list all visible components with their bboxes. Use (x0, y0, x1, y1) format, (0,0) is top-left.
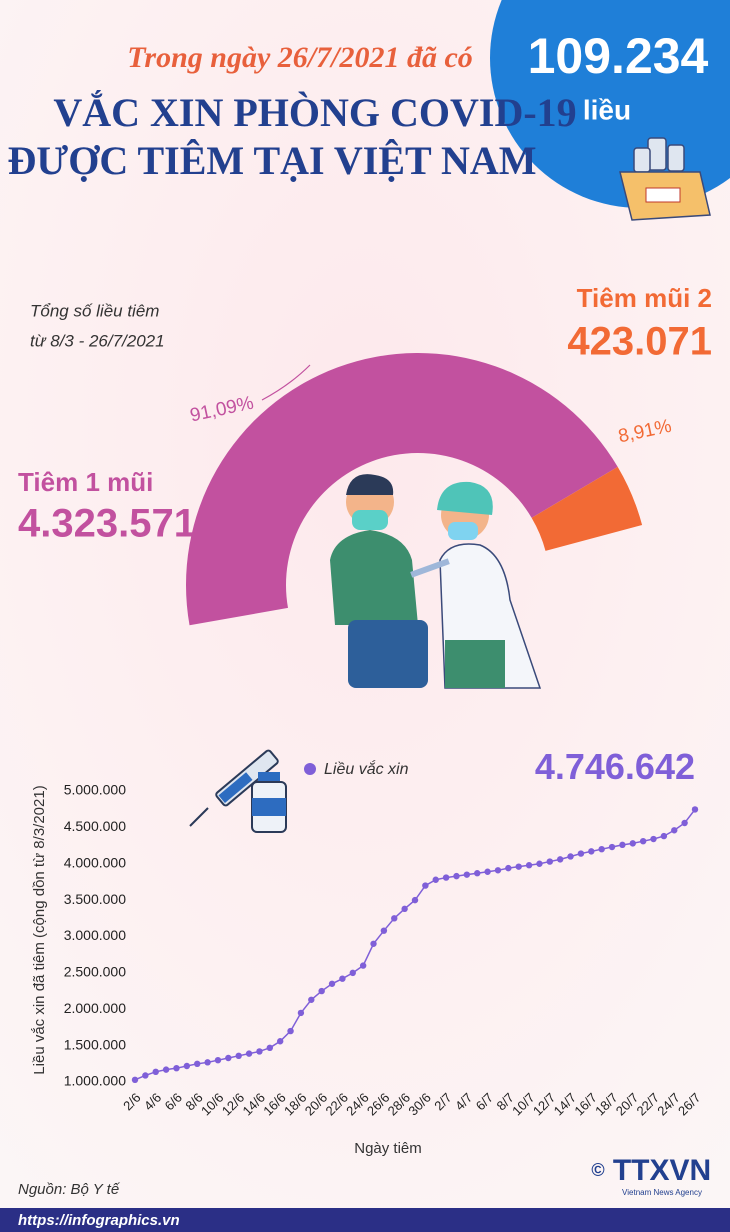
legend-label: Liều vắc xin (324, 759, 409, 778)
data-point (162, 1066, 170, 1073)
logo: TTXVN (613, 1154, 711, 1187)
data-point (328, 980, 336, 987)
value-label: 4.746.642 (535, 746, 695, 787)
x-axis-label: Ngày tiêm (354, 1140, 422, 1157)
legend-marker (304, 763, 316, 775)
data-point (691, 806, 699, 813)
donut-segment (531, 466, 643, 551)
donut-subtitle: từ 8/3 - 26/7/2021 (30, 331, 165, 350)
data-point (588, 848, 595, 855)
data-point (494, 867, 502, 874)
data-point (339, 975, 346, 982)
y-tick-label: 2.000.000 (64, 1000, 126, 1016)
title: ĐƯỢC TIÊM TẠI VIỆT NAM (8, 138, 537, 183)
donut-subtitle: Tổng số liều tiêm (30, 301, 159, 320)
data-point (442, 874, 450, 881)
footer-bar (0, 1208, 730, 1232)
data-point (432, 876, 439, 883)
daily-doses: 109.234 (528, 28, 709, 84)
data-point (515, 863, 522, 870)
y-tick-label: 1.500.000 (64, 1036, 126, 1052)
data-point (370, 940, 377, 947)
data-point (256, 1048, 263, 1055)
data-point (131, 1076, 139, 1084)
data-point (152, 1068, 159, 1076)
daily-unit: liều (583, 94, 631, 125)
data-point (380, 927, 388, 934)
data-point (671, 827, 678, 834)
data-point (308, 996, 315, 1003)
footer-url: https://infographics.vn (18, 1212, 180, 1229)
y-tick-label: 3.000.000 (64, 927, 126, 943)
data-point (556, 856, 564, 863)
category-label: Tiêm 1 mũi (18, 467, 153, 497)
data-point (484, 868, 491, 875)
y-tick-label: 2.500.000 (64, 964, 126, 980)
vial-icon (251, 772, 287, 833)
data-point (598, 846, 605, 853)
data-point (173, 1064, 180, 1072)
data-point (349, 969, 356, 977)
data-point (401, 905, 408, 913)
data-point (660, 832, 668, 840)
data-point (391, 915, 398, 922)
data-point (287, 1027, 294, 1035)
data-point (567, 853, 574, 860)
leader-line (261, 364, 311, 401)
data-point (422, 882, 429, 889)
logo-subtitle: Vietnam News Agency (622, 1188, 702, 1197)
data-point (639, 837, 647, 845)
data-point (318, 987, 325, 995)
dose-label: 423.071 (567, 320, 712, 364)
data-point (266, 1044, 274, 1052)
data-point (142, 1072, 149, 1079)
data-point (359, 962, 367, 969)
y-tick-label: 5.000.000 (64, 782, 126, 798)
dose-label: 4.323.571 (18, 502, 196, 546)
data-point (608, 843, 616, 851)
data-point (276, 1038, 284, 1045)
syringe-icon (189, 749, 279, 827)
data-point (629, 840, 636, 847)
data-point (235, 1052, 242, 1060)
data-point (525, 862, 533, 869)
data-point (650, 835, 657, 843)
data-point (546, 858, 554, 865)
copyright: © (591, 1160, 604, 1180)
data-point (453, 872, 460, 880)
y-tick-label: 4.000.000 (64, 854, 126, 870)
y-tick-label: 3.500.000 (64, 891, 126, 907)
data-point (225, 1054, 232, 1062)
y-tick-label: 1.000.000 (64, 1073, 126, 1089)
y-tick-label: 4.500.000 (64, 818, 126, 834)
data-point (577, 850, 585, 857)
data-point (245, 1050, 253, 1057)
title: VẮC XIN PHÒNG COVID-19 (53, 90, 576, 135)
data-point (536, 860, 543, 867)
vaccination-illustration (330, 474, 542, 689)
data-point (619, 841, 626, 849)
data-point (463, 871, 471, 878)
source: Nguồn: Bộ Y tế (18, 1181, 121, 1198)
data-point (183, 1062, 191, 1070)
intro: Trong ngày 26/7/2021 đã có (127, 41, 473, 74)
data-point (411, 896, 419, 904)
data-point (505, 864, 512, 872)
data-point (297, 1009, 305, 1017)
data-point (204, 1059, 211, 1066)
data-point (214, 1056, 222, 1064)
data-point (681, 819, 688, 827)
y-axis-label: Liều vắc xin đã tiêm (cộng dồn từ 8/3/20… (31, 785, 48, 1074)
data-point (194, 1060, 201, 1068)
vaccine-box-icon (619, 137, 711, 221)
category-label: Tiêm mũi 2 (577, 283, 712, 313)
data-point (474, 870, 481, 877)
donut-segment (186, 353, 618, 626)
